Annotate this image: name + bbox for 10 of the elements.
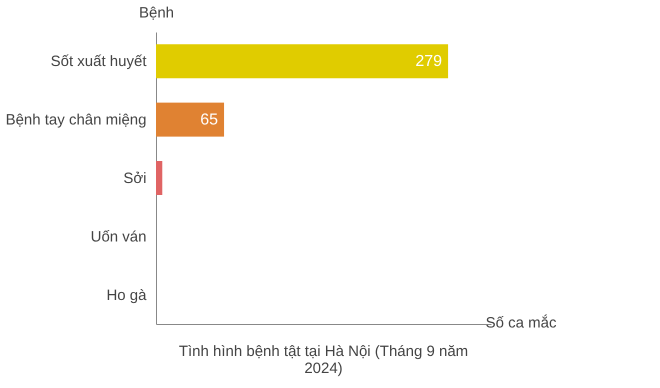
y-tick-label: Uốn ván <box>90 228 146 246</box>
x-axis-title: Số ca mắc <box>486 314 557 332</box>
y-tick-label: Ho gà <box>106 286 148 304</box>
y-tick-label: Sởi <box>123 170 146 187</box>
y-tick-label: Sốt xuất huyết <box>50 53 148 70</box>
y-tick-label: Bệnh tay chân miệng <box>6 112 146 129</box>
y-axis-title: Bệnh <box>138 4 174 22</box>
data-label: 279 <box>415 53 442 70</box>
data-label: 65 <box>200 112 218 129</box>
text: Tình hình bệnh tật tại Hà Nội (Tháng 9 năm 2024) <box>178 343 468 377</box>
